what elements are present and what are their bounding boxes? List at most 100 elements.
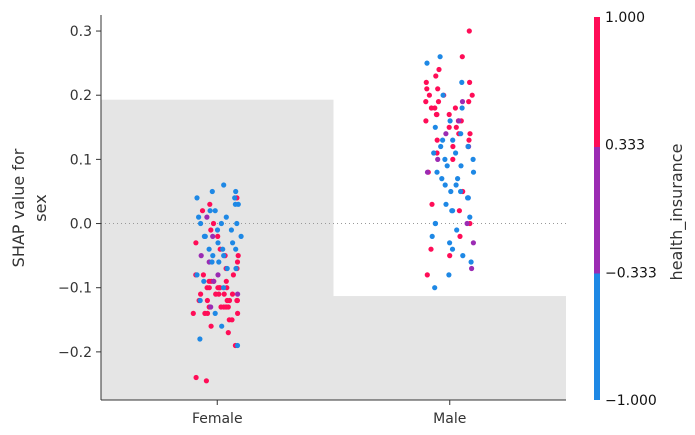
data-point-99 (466, 28, 472, 34)
data-point-134 (456, 208, 462, 214)
data-point-119 (467, 79, 473, 85)
data-point-94 (197, 336, 203, 342)
data-point-181 (431, 150, 437, 156)
data-point-76 (218, 220, 224, 227)
data-point-89 (201, 278, 207, 284)
data-point-158 (440, 137, 446, 143)
data-point-29 (234, 297, 240, 304)
data-point-87 (194, 195, 200, 201)
data-point-65 (212, 208, 218, 214)
data-point-187 (440, 92, 446, 98)
data-point-74 (224, 265, 230, 272)
data-point-103 (435, 86, 441, 92)
colorbar (594, 17, 600, 400)
data-point-55 (198, 253, 204, 259)
data-point-130 (433, 73, 439, 79)
data-point-51 (207, 201, 213, 207)
data-point-163 (443, 201, 449, 207)
data-point-0 (190, 310, 196, 316)
data-point-37 (204, 297, 210, 304)
data-point-174 (447, 240, 453, 246)
data-point-84 (194, 272, 200, 278)
data-point-168 (453, 182, 459, 188)
data-point-15 (224, 297, 230, 304)
data-point-19 (213, 291, 219, 297)
data-point-59 (211, 278, 217, 284)
colorbar-label: health_insurance (667, 144, 687, 281)
x-tick-label-female: Female (192, 411, 243, 427)
data-point-104 (426, 92, 432, 98)
y-axis-label-line-1: SHAP value for (9, 148, 28, 267)
data-point-75 (202, 233, 208, 239)
y-tick-label: 0.2 (70, 88, 92, 104)
data-point-46 (210, 220, 217, 227)
data-point-179 (432, 285, 438, 291)
data-point-88 (238, 233, 244, 239)
data-point-183 (448, 188, 454, 195)
data-point-190 (437, 54, 443, 60)
data-point-155 (442, 182, 448, 188)
data-point-160 (458, 163, 464, 169)
data-point-111 (434, 137, 440, 143)
data-point-141 (456, 118, 462, 124)
data-point-135 (457, 233, 463, 239)
data-point-136 (447, 253, 453, 259)
data-point-70 (214, 227, 221, 233)
data-point-98 (233, 246, 239, 252)
data-point-166 (470, 156, 476, 162)
data-point-34 (198, 291, 204, 297)
data-point-62 (220, 246, 226, 252)
data-point-153 (442, 156, 448, 162)
y-tick-label: −0.1 (58, 281, 92, 297)
data-point-189 (424, 60, 430, 66)
data-point-50 (208, 227, 214, 233)
y-tick-label: 0.3 (70, 24, 92, 40)
data-point-148 (459, 99, 466, 105)
data-point-115 (466, 99, 472, 105)
data-point-32 (230, 272, 236, 278)
data-point-79 (209, 259, 215, 265)
data-point-47 (199, 208, 206, 214)
data-point-188 (459, 79, 465, 85)
data-point-45 (215, 233, 221, 239)
data-point-122 (424, 86, 430, 92)
data-point-24 (235, 310, 241, 316)
data-point-61 (216, 259, 222, 265)
data-point-106 (452, 105, 458, 111)
data-point-20 (234, 259, 241, 265)
data-point-101 (436, 66, 442, 73)
data-point-82 (196, 214, 202, 220)
data-point-54 (215, 272, 221, 278)
data-point-40 (225, 330, 231, 336)
data-point-96 (233, 188, 239, 195)
data-point-147 (469, 265, 475, 272)
data-point-85 (210, 253, 216, 259)
colorbar-tick-label: −0.333 (605, 265, 657, 281)
data-point-175 (449, 246, 456, 252)
data-point-191 (449, 208, 455, 214)
data-point-164 (432, 124, 438, 130)
data-point-170 (467, 214, 473, 220)
data-point-56 (210, 233, 216, 239)
data-point-154 (434, 169, 440, 175)
colorbar-tick-label: 1.000 (605, 10, 645, 26)
data-point-138 (428, 246, 434, 252)
data-point-81 (232, 201, 238, 207)
data-point-162 (458, 188, 464, 195)
data-point-80 (228, 227, 234, 233)
histogram-bar-male (333, 296, 566, 400)
data-point-102 (423, 79, 429, 85)
data-point-69 (215, 240, 221, 246)
data-point-124 (432, 105, 438, 111)
data-point-109 (446, 124, 452, 130)
data-point-25 (223, 278, 229, 284)
data-point-90 (221, 285, 227, 291)
data-point-53 (235, 291, 241, 297)
data-point-146 (470, 240, 476, 246)
data-point-35 (204, 310, 211, 316)
data-point-159 (453, 150, 459, 156)
data-point-137 (424, 272, 430, 278)
data-point-78 (206, 246, 212, 252)
data-point-43 (203, 378, 209, 384)
data-point-125 (469, 92, 475, 98)
